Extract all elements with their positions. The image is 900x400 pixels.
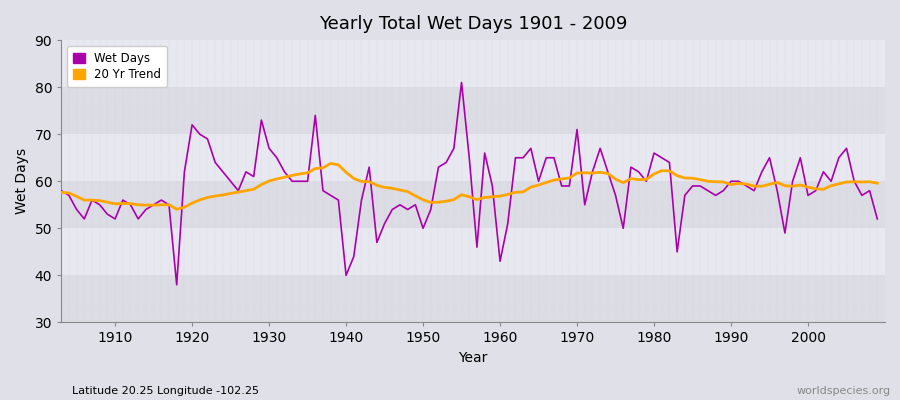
Bar xyxy=(61,275,885,322)
20 Yr Trend xyxy=(102,200,112,204)
20 Yr Trend xyxy=(602,171,613,176)
Wet Days xyxy=(456,80,467,85)
20 Yr Trend xyxy=(333,162,344,167)
Wet Days xyxy=(602,170,613,174)
Bar xyxy=(61,228,885,275)
Title: Yearly Total Wet Days 1901 - 2009: Yearly Total Wet Days 1901 - 2009 xyxy=(319,15,627,33)
Text: worldspecies.org: worldspecies.org xyxy=(796,386,891,396)
Bar xyxy=(61,181,885,228)
Wet Days xyxy=(171,282,182,287)
20 Yr Trend xyxy=(325,161,336,166)
Bar xyxy=(61,40,885,87)
Wet Days xyxy=(872,216,883,221)
20 Yr Trend xyxy=(279,175,290,180)
Bar xyxy=(61,134,885,181)
Legend: Wet Days, 20 Yr Trend: Wet Days, 20 Yr Trend xyxy=(68,46,167,87)
20 Yr Trend xyxy=(510,190,521,195)
20 Yr Trend xyxy=(502,192,513,197)
Wet Days xyxy=(325,193,336,198)
Line: 20 Yr Trend: 20 Yr Trend xyxy=(46,163,877,209)
X-axis label: Year: Year xyxy=(458,351,488,365)
Line: Wet Days: Wet Days xyxy=(46,82,877,285)
20 Yr Trend xyxy=(872,181,883,186)
Text: Latitude 20.25 Longitude -102.25: Latitude 20.25 Longitude -102.25 xyxy=(72,386,259,396)
Bar xyxy=(61,87,885,134)
Wet Days xyxy=(40,198,51,202)
Wet Days xyxy=(279,170,290,174)
20 Yr Trend xyxy=(40,198,51,202)
20 Yr Trend xyxy=(171,207,182,212)
Wet Days xyxy=(102,212,112,216)
Wet Days xyxy=(510,155,521,160)
Wet Days xyxy=(502,221,513,226)
Y-axis label: Wet Days: Wet Days xyxy=(15,148,29,214)
